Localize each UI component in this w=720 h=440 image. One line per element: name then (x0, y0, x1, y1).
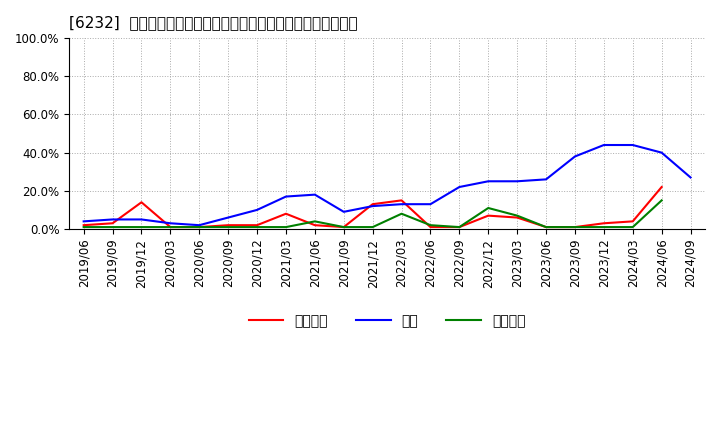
買入債務 (657, 198, 666, 203)
売上債権 (282, 211, 290, 216)
在庫 (339, 209, 348, 214)
在庫 (369, 203, 377, 209)
売上債権 (484, 213, 492, 218)
買入債務 (166, 224, 175, 230)
売上債権 (339, 224, 348, 230)
在庫 (108, 217, 117, 222)
在庫 (484, 179, 492, 184)
売上債権 (513, 215, 521, 220)
Line: 売上債権: 売上債権 (84, 187, 662, 227)
買入債務 (195, 224, 204, 230)
在庫 (224, 215, 233, 220)
売上債権 (571, 224, 580, 230)
売上債権 (455, 224, 464, 230)
在庫 (426, 202, 435, 207)
買入債務 (253, 224, 261, 230)
売上債権 (369, 202, 377, 207)
買入債務 (455, 224, 464, 230)
在庫 (600, 143, 608, 148)
売上債権 (195, 224, 204, 230)
買入債務 (108, 224, 117, 230)
在庫 (397, 202, 406, 207)
買入債務 (571, 224, 580, 230)
売上債権 (600, 220, 608, 226)
在庫 (657, 150, 666, 155)
在庫 (629, 143, 637, 148)
売上債権 (629, 219, 637, 224)
在庫 (310, 192, 319, 197)
買入債務 (79, 224, 88, 230)
買入債務 (629, 224, 637, 230)
Text: [6232]  売上債権、在庫、買入債務の総資産に対する比率の推移: [6232] 売上債権、在庫、買入債務の総資産に対する比率の推移 (69, 15, 358, 30)
在庫 (282, 194, 290, 199)
売上債権 (541, 224, 550, 230)
Line: 在庫: 在庫 (84, 145, 690, 225)
在庫 (195, 223, 204, 228)
売上債権 (79, 223, 88, 228)
在庫 (137, 217, 145, 222)
売上債権 (137, 200, 145, 205)
買入債務 (513, 213, 521, 218)
在庫 (686, 175, 695, 180)
買入債務 (369, 224, 377, 230)
在庫 (541, 177, 550, 182)
買入債務 (600, 224, 608, 230)
買入債務 (339, 224, 348, 230)
買入債務 (224, 224, 233, 230)
Legend: 売上債権, 在庫, 買入債務: 売上債権, 在庫, 買入債務 (243, 308, 531, 334)
売上債権 (166, 224, 175, 230)
在庫 (513, 179, 521, 184)
買入債務 (310, 219, 319, 224)
Line: 買入債務: 買入債務 (84, 200, 662, 227)
買入債務 (426, 223, 435, 228)
在庫 (79, 219, 88, 224)
売上債権 (108, 220, 117, 226)
買入債務 (397, 211, 406, 216)
在庫 (571, 154, 580, 159)
買入債務 (137, 224, 145, 230)
在庫 (455, 184, 464, 190)
買入債務 (484, 205, 492, 211)
売上債権 (397, 198, 406, 203)
売上債権 (657, 184, 666, 190)
在庫 (253, 207, 261, 213)
売上債権 (426, 224, 435, 230)
買入債務 (282, 224, 290, 230)
売上債権 (253, 223, 261, 228)
売上債権 (224, 223, 233, 228)
在庫 (166, 220, 175, 226)
売上債権 (310, 223, 319, 228)
買入債務 (541, 224, 550, 230)
